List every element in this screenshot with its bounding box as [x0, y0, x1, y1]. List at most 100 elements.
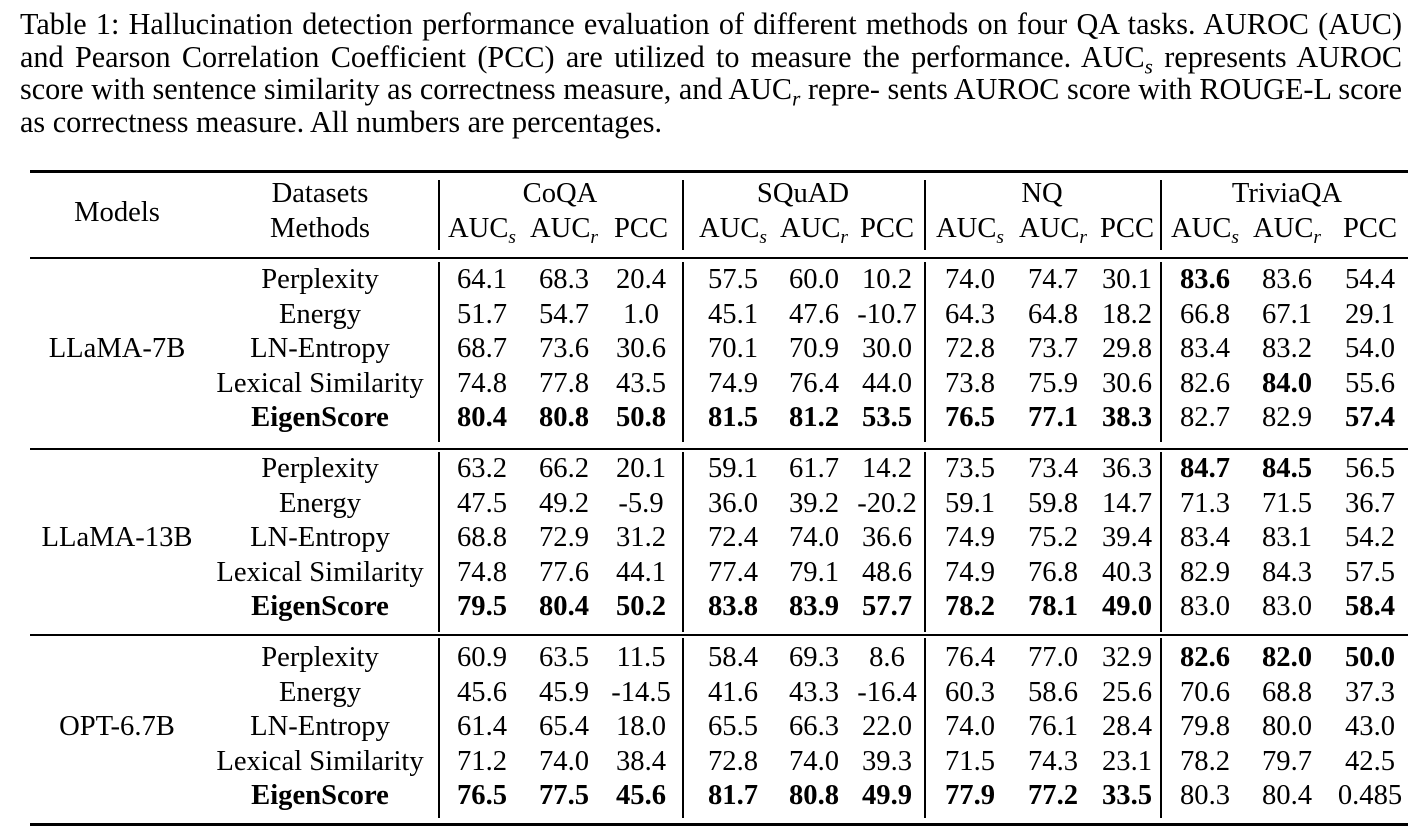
method-lexical-similarity: Lexical Similarity: [216, 556, 424, 588]
table-cell: 49.2: [538, 487, 590, 519]
table-cell: 80.0: [1261, 711, 1313, 743]
table-cell: 30.0: [861, 333, 913, 365]
table-cell: 70.9: [788, 333, 840, 365]
caption-line-3a: AUC: [1080, 39, 1145, 74]
table-cell: 61.7: [788, 453, 840, 484]
method-lexical-similarity: Lexical Similarity: [216, 367, 424, 399]
auc-subscript: s: [1231, 226, 1239, 248]
table-cell: 36.6: [861, 522, 913, 554]
header-datasets: Datasets: [271, 178, 369, 209]
table-cell: 80.8: [788, 780, 840, 812]
header-dataset-nq: NQ: [1021, 178, 1063, 209]
table-cell: 43.5: [615, 367, 667, 399]
column-separator: [924, 262, 926, 442]
table-cell: 68.3: [538, 264, 590, 295]
table-cell: 14.7: [1101, 487, 1153, 519]
column-separator: [1160, 452, 1162, 632]
method-perplexity: Perplexity: [261, 453, 379, 484]
table-cell: 80.4: [538, 591, 590, 623]
column-separator: [682, 452, 684, 632]
table-cell: -5.9: [618, 487, 664, 519]
caption-line-1: Table 1: Hallucination detection perform…: [20, 7, 1196, 41]
table-cell: 66.8: [1179, 298, 1231, 330]
header-pcc: PCC: [859, 213, 915, 244]
table-cell: 56.5: [1344, 453, 1396, 484]
table-cell: 77.0: [1027, 642, 1079, 673]
table-cell: 55.6: [1344, 367, 1396, 399]
table-cell: 80.4: [1261, 780, 1313, 812]
header-rule: [30, 257, 1408, 259]
table-cell: 76.4: [788, 367, 840, 399]
table-cell: 82.0: [1261, 642, 1313, 673]
table-cell: 72.8: [944, 333, 996, 365]
table-cell: 76.5: [456, 780, 508, 812]
column-separator: [682, 180, 684, 250]
table-cell: 57.5: [1344, 556, 1396, 588]
table-cell: 83.2: [1261, 333, 1313, 365]
table-cell: -20.2: [857, 487, 917, 519]
model-name: LLaMA-7B: [48, 333, 186, 365]
table-cell: 45.9: [538, 676, 590, 708]
table-cell: 47.6: [788, 298, 840, 330]
table-cell: 37.3: [1344, 676, 1396, 708]
table-cell: 68.8: [456, 522, 508, 554]
method-energy: Energy: [278, 487, 362, 519]
header-pcc: PCC: [1342, 213, 1398, 244]
table-cell: 54.2: [1344, 522, 1396, 554]
table-cell: 73.6: [538, 333, 590, 365]
table-cell: 30.6: [1101, 367, 1153, 399]
table-cell: 83.1: [1261, 522, 1313, 554]
column-separator: [1160, 638, 1162, 818]
table-cell: 77.4: [707, 556, 759, 588]
table-cell: 1.0: [623, 298, 659, 330]
table-cell: 33.5: [1101, 780, 1153, 812]
header-auc-s: AUCs: [936, 212, 1004, 247]
table-cell: 84.0: [1261, 367, 1313, 399]
method-ln-entropy: LN-Entropy: [250, 522, 390, 554]
table-cell: 32.9: [1101, 642, 1153, 673]
table-cell: 25.6: [1101, 676, 1153, 708]
auc-subscript: s: [759, 226, 767, 248]
table-cell: 72.9: [538, 522, 590, 554]
top-rule: [30, 170, 1408, 173]
table-cell: 30.6: [615, 333, 667, 365]
auc-label: AUC: [699, 213, 760, 244]
table-cell: 57.4: [1344, 402, 1396, 434]
table-cell: 74.0: [944, 264, 996, 295]
table-cell: 40.3: [1101, 556, 1153, 588]
method-ln-entropy: LN-Entropy: [250, 333, 390, 365]
table-cell: 39.3: [861, 745, 913, 777]
method-eigenscore: EigenScore: [251, 780, 389, 812]
table-cell: 71.5: [944, 745, 996, 777]
table-cell: 73.4: [1027, 453, 1079, 484]
group-rule: [30, 634, 1408, 636]
column-separator: [924, 452, 926, 632]
table-cell: 57.5: [707, 264, 759, 295]
auc-label: AUC: [936, 213, 997, 244]
table-cell: 29.8: [1101, 333, 1153, 365]
table-cell: 65.4: [538, 711, 590, 743]
model-name: LLaMA-13B: [41, 522, 193, 554]
table-cell: 58.4: [707, 642, 759, 673]
auc-subscript: r: [1079, 226, 1087, 248]
table-cell: 51.7: [456, 298, 508, 330]
table-cell: 82.6: [1179, 642, 1231, 673]
table-cell: 69.3: [788, 642, 840, 673]
table-cell: 72.8: [707, 745, 759, 777]
auc-label: AUC: [1019, 213, 1080, 244]
table-cell: 49.9: [861, 780, 913, 812]
method-eigenscore: EigenScore: [251, 402, 389, 434]
table-cell: -10.7: [857, 298, 917, 330]
caption-sub-s: s: [1144, 53, 1153, 78]
table-cell: 23.1: [1101, 745, 1153, 777]
header-pcc: PCC: [1099, 213, 1155, 244]
header-dataset-squad: SQuAD: [756, 178, 850, 209]
table-cell: 67.1: [1261, 298, 1313, 330]
table-cell: 64.1: [456, 264, 508, 295]
table-cell: 45.6: [615, 780, 667, 812]
table-cell: 84.3: [1261, 556, 1313, 588]
header-auc-r: AUCr: [530, 212, 598, 247]
table-cell: 29.1: [1344, 298, 1396, 330]
table-cell: 74.9: [707, 367, 759, 399]
table-cell: 43.3: [788, 676, 840, 708]
